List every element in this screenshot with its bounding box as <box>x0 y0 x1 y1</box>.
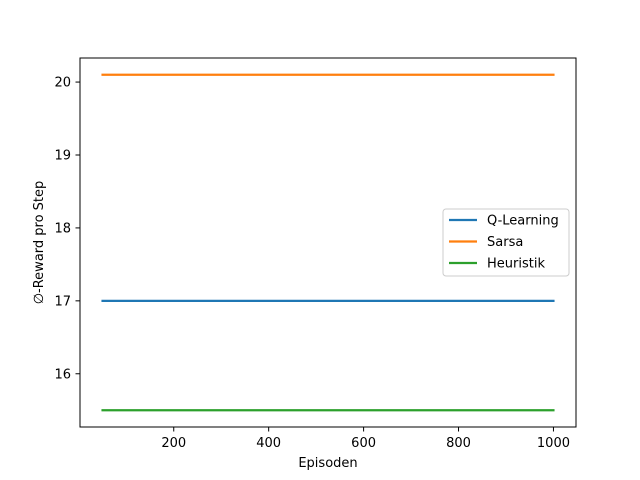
y-axis-ticks: 16 17 18 19 20 <box>54 76 80 382</box>
x-axis-ticks: 200 400 600 800 1000 <box>161 427 570 451</box>
x-tick-label-3: 800 <box>446 436 471 451</box>
x-tick-label-2: 600 <box>351 436 376 451</box>
x-tick-label-4: 1000 <box>537 436 570 451</box>
y-tick-label-1: 17 <box>54 294 71 309</box>
x-tick-label-1: 400 <box>256 436 281 451</box>
x-tick-label-0: 200 <box>161 436 186 451</box>
legend-box <box>442 208 570 277</box>
legend-items: Q-Learning Sarsa Heuristik <box>449 214 559 272</box>
y-tick-label-2: 18 <box>54 221 71 236</box>
y-tick-label-4: 20 <box>54 76 71 91</box>
series-layer <box>101 73 555 412</box>
legend-label-2: Heuristik <box>487 257 545 272</box>
y-axis-label: ∅-Reward pro Step <box>32 181 47 305</box>
legend-label-0: Q-Learning <box>487 214 559 229</box>
y-tick-label-3: 19 <box>54 148 71 163</box>
plot-frame <box>79 57 577 428</box>
y-tick-label-0: 16 <box>54 367 71 382</box>
legend-label-1: Sarsa <box>487 235 523 250</box>
legend: Q-Learning Sarsa Heuristik <box>442 208 570 277</box>
x-axis-label: Episoden <box>298 456 357 471</box>
